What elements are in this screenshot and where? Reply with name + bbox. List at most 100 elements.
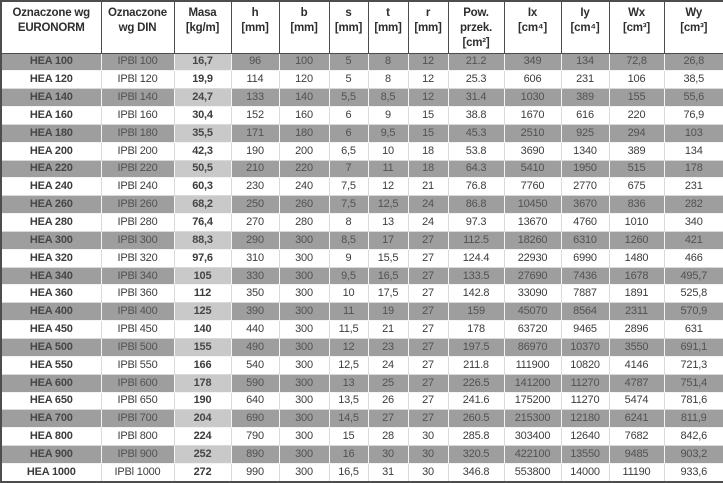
cell-s: 10 <box>328 284 369 304</box>
cell-pow-przek: 133.5 <box>447 266 505 286</box>
cell-t: 17,5 <box>367 284 409 304</box>
cell-wx: 515 <box>608 159 665 179</box>
cell-t: 26 <box>367 391 409 411</box>
cell-ix: 3690 <box>503 141 562 161</box>
cell-r: 12 <box>407 52 449 72</box>
cell-masa: 60,3 <box>173 177 232 197</box>
cell-wx: 5474 <box>608 391 665 411</box>
cell-din: IPBl 180 <box>100 123 175 143</box>
cell-pow-przek: 31.4 <box>447 88 505 108</box>
cell-s: 14,5 <box>328 409 369 429</box>
cell-r: 27 <box>407 266 449 286</box>
cell-euronorm: HEA 260 <box>0 195 102 215</box>
cell-wx: 2896 <box>608 320 665 339</box>
cell-h: 310 <box>230 248 280 268</box>
cell-din: IPBl 320 <box>100 248 175 268</box>
cell-t: 15,5 <box>367 248 409 268</box>
table-row: HEA 160 IPBl 160 30,4 152 160 6 9 15 38.8 1670 616… <box>0 106 723 125</box>
cell-r: 12 <box>407 88 449 108</box>
cell-ix: 10450 <box>503 195 562 215</box>
cell-wx: 220 <box>608 106 665 125</box>
cell-wy: 76,9 <box>663 106 723 125</box>
cell-wx: 7682 <box>608 427 665 447</box>
cell-ix: 141200 <box>503 373 562 393</box>
cell-wx: 1891 <box>608 284 665 304</box>
cell-b: 240 <box>278 177 330 197</box>
cell-masa: 166 <box>173 355 232 375</box>
cell-r: 21 <box>407 177 449 197</box>
col-header-ix: Ix [cm⁴] <box>503 0 562 54</box>
cell-wx: 3550 <box>608 338 665 357</box>
cell-iy: 9465 <box>560 320 610 339</box>
header-row: Oznaczone wg EURONORM Oznaczone wg DIN Mas… <box>0 0 723 54</box>
cell-t: 19 <box>367 302 409 322</box>
cell-pow-przek: 320.5 <box>447 445 505 464</box>
cell-euronorm: HEA 800 <box>0 427 102 447</box>
cell-s: 8 <box>328 213 369 232</box>
cell-wx: 1480 <box>608 248 665 268</box>
table-row: HEA 260 IPBl 260 68,2 250 260 7,5 12,5 24 86.8 10… <box>0 195 723 215</box>
cell-wy: 340 <box>663 213 723 232</box>
cell-pow-przek: 142.8 <box>447 284 505 304</box>
cell-masa: 125 <box>173 302 232 322</box>
cell-wx: 389 <box>608 141 665 161</box>
cell-masa: 97,6 <box>173 248 232 268</box>
cell-r: 12 <box>407 70 449 90</box>
cell-pow-przek: 159 <box>447 302 505 322</box>
cell-s: 7,5 <box>328 177 369 197</box>
cell-h: 290 <box>230 230 280 250</box>
cell-b: 300 <box>278 320 330 339</box>
table-row: HEA 100 IPBl 100 16,7 96 100 5 8 12 21.2 349 134 72… <box>0 52 723 72</box>
cell-din: IPBl 900 <box>100 445 175 464</box>
table-row: HEA 120 IPBl 120 19,9 114 120 5 8 12 25.3 606 231 1… <box>0 70 723 90</box>
cell-euronorm: HEA 400 <box>0 302 102 322</box>
cell-din: IPBl 400 <box>100 302 175 322</box>
cell-s: 5,5 <box>328 88 369 108</box>
cell-iy: 10370 <box>560 338 610 357</box>
cell-din: IPBl 160 <box>100 106 175 125</box>
cell-pow-przek: 124.4 <box>447 248 505 268</box>
cell-din: IPBl 1000 <box>100 462 175 483</box>
cell-din: IPBl 140 <box>100 88 175 108</box>
table-row: HEA 900 IPBl 900 252 890 300 16 30 30 320.5 42210… <box>0 445 723 464</box>
cell-ix: 175200 <box>503 391 562 411</box>
cell-wy: 26,8 <box>663 52 723 72</box>
cell-h: 152 <box>230 106 280 125</box>
cell-s: 7,5 <box>328 195 369 215</box>
cell-r: 27 <box>407 373 449 393</box>
cell-masa: 68,2 <box>173 195 232 215</box>
cell-b: 300 <box>278 338 330 357</box>
cell-wy: 282 <box>663 195 723 215</box>
table-row: HEA 340 IPBl 340 105 330 300 9,5 16,5 27 133.5 27… <box>0 266 723 286</box>
cell-t: 8,5 <box>367 88 409 108</box>
cell-wx: 1678 <box>608 266 665 286</box>
cell-r: 15 <box>407 123 449 143</box>
table-row: HEA 300 IPBl 300 88,3 290 300 8,5 17 27 112.5 182… <box>0 230 723 250</box>
cell-din: IPBl 600 <box>100 373 175 393</box>
cell-h: 330 <box>230 266 280 286</box>
cell-masa: 42,3 <box>173 141 232 161</box>
cell-pow-przek: 38.8 <box>447 106 505 125</box>
cell-ix: 1670 <box>503 106 562 125</box>
cell-wx: 9485 <box>608 445 665 464</box>
cell-t: 21 <box>367 320 409 339</box>
cell-b: 300 <box>278 409 330 429</box>
cell-pow-przek: 346.8 <box>447 462 505 483</box>
cell-s: 15 <box>328 427 369 447</box>
cell-pow-przek: 53.8 <box>447 141 505 161</box>
cell-pow-przek: 226.5 <box>447 373 505 393</box>
cell-pow-przek: 25.3 <box>447 70 505 90</box>
cell-b: 300 <box>278 284 330 304</box>
cell-masa: 88,3 <box>173 230 232 250</box>
cell-euronorm: HEA 450 <box>0 320 102 339</box>
cell-r: 27 <box>407 355 449 375</box>
cell-masa: 30,4 <box>173 106 232 125</box>
cell-b: 260 <box>278 195 330 215</box>
cell-wx: 294 <box>608 123 665 143</box>
cell-euronorm: HEA 900 <box>0 445 102 464</box>
cell-ix: 303400 <box>503 427 562 447</box>
cell-b: 280 <box>278 213 330 232</box>
cell-wy: 103 <box>663 123 723 143</box>
cell-masa: 76,4 <box>173 213 232 232</box>
cell-h: 190 <box>230 141 280 161</box>
